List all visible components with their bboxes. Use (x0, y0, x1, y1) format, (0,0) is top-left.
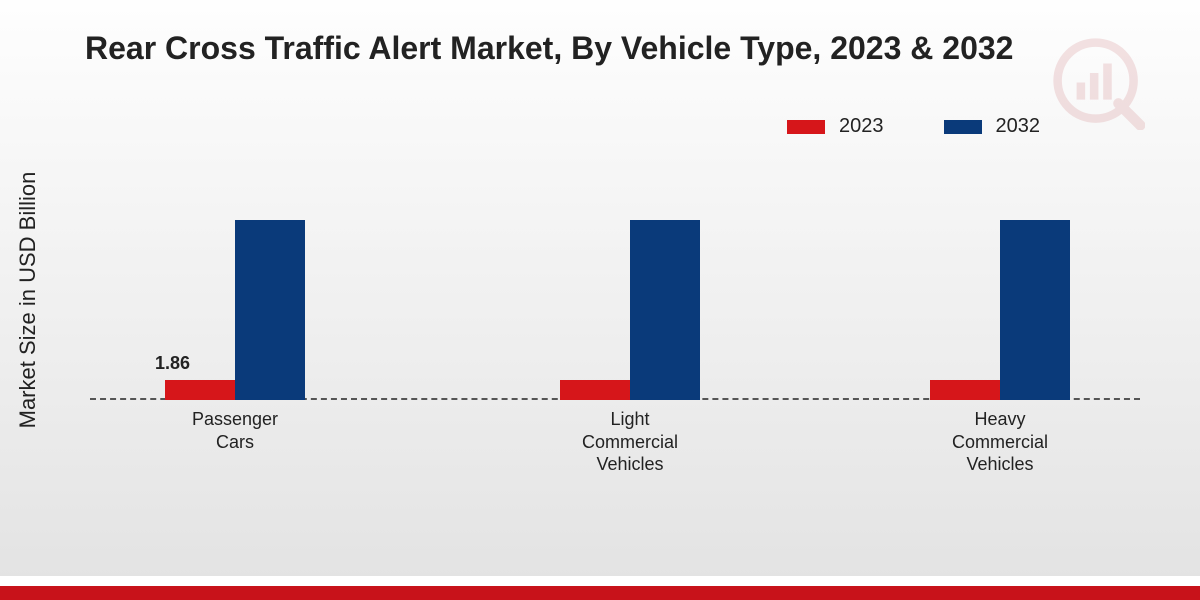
footer-white-strip (0, 576, 1200, 586)
value-label-1-86: 1.86 (155, 353, 190, 374)
legend-label-2032: 2032 (996, 115, 1041, 138)
y-axis-label: Market Size in USD Billion (15, 43, 41, 300)
bar-2023-passenger (165, 380, 235, 400)
category-label-passenger: Passenger Cars (192, 408, 278, 453)
watermark-logo-icon (1050, 35, 1145, 130)
legend-swatch-2032 (944, 120, 982, 134)
legend: 2023 2032 (787, 115, 1040, 138)
bar-2032-light (630, 220, 700, 400)
bar-2032-heavy (1000, 220, 1070, 400)
legend-swatch-2023 (787, 120, 825, 134)
category-label-light: Light Commercial Vehicles (582, 408, 678, 476)
footer-red-strip (0, 586, 1200, 600)
bar-2023-light (560, 380, 630, 400)
bar-2023-heavy (930, 380, 1000, 400)
chart-title: Rear Cross Traffic Alert Market, By Vehi… (85, 30, 1013, 67)
bar-group-light-commercial: Light Commercial Vehicles (530, 220, 730, 400)
legend-label-2023: 2023 (839, 115, 884, 138)
chart-area: 1.86 Passenger Cars Light Commercial Veh… (90, 160, 1140, 400)
legend-item-2032: 2032 (944, 115, 1041, 138)
bar-group-heavy-commercial: Heavy Commercial Vehicles (900, 220, 1100, 400)
bar-2032-passenger (235, 220, 305, 400)
category-label-heavy: Heavy Commercial Vehicles (952, 408, 1048, 476)
bar-group-passenger-cars: 1.86 Passenger Cars (135, 220, 335, 400)
legend-item-2023: 2023 (787, 115, 884, 138)
